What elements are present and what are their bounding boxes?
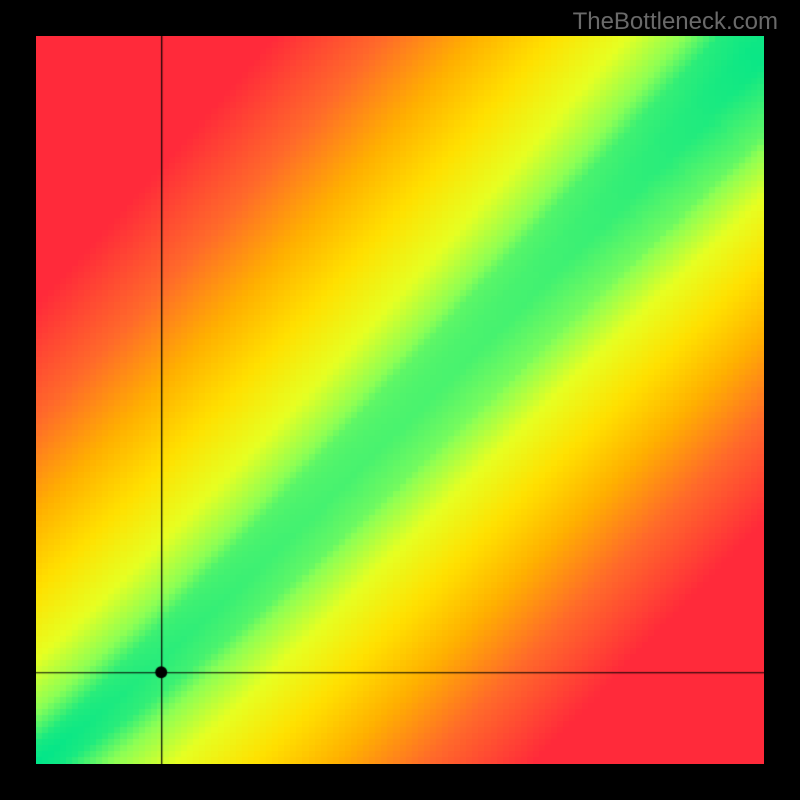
- watermark-text: TheBottleneck.com: [573, 8, 778, 36]
- heatmap-plot: [36, 36, 764, 764]
- chart-frame: TheBottleneck.com: [0, 0, 800, 800]
- heatmap-canvas: [36, 36, 764, 764]
